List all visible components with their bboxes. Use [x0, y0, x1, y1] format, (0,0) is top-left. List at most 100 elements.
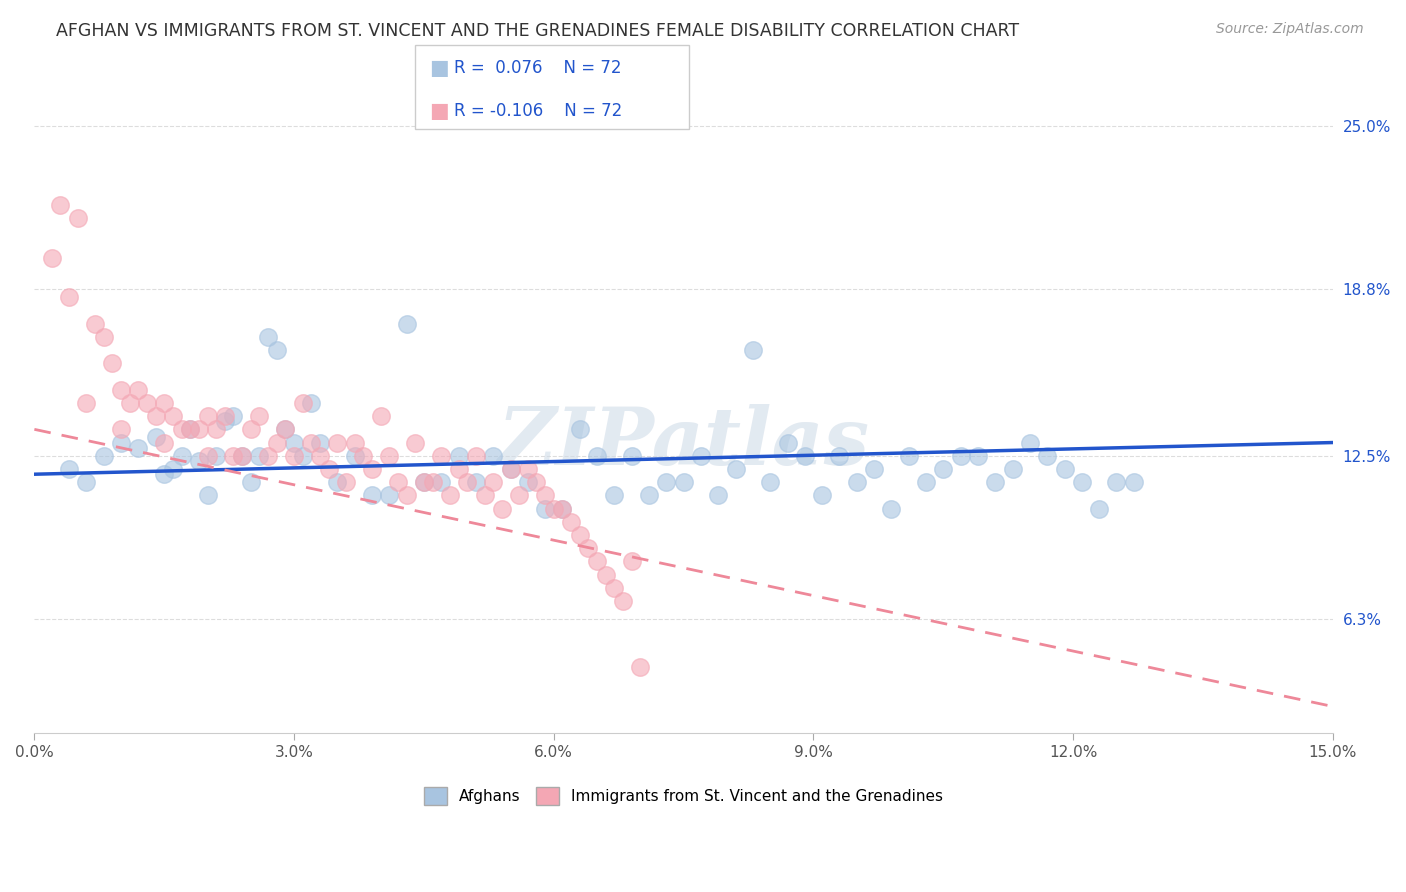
Point: [222, 449, 245, 463]
Point: [474, 488, 496, 502]
Point: [197, 449, 219, 463]
Point: [309, 449, 332, 463]
Point: [361, 462, 384, 476]
Point: [499, 462, 522, 476]
Point: [430, 475, 453, 490]
Point: [759, 475, 782, 490]
Point: [915, 475, 938, 490]
Point: [162, 409, 184, 424]
Point: [343, 449, 366, 463]
Point: [395, 317, 418, 331]
Point: [291, 449, 314, 463]
Point: [162, 462, 184, 476]
Point: [205, 449, 228, 463]
Point: [257, 449, 280, 463]
Text: R = -0.106    N = 72: R = -0.106 N = 72: [454, 103, 623, 120]
Point: [326, 435, 349, 450]
Point: [491, 501, 513, 516]
Point: [516, 462, 538, 476]
Point: [101, 356, 124, 370]
Point: [1053, 462, 1076, 476]
Point: [58, 462, 80, 476]
Point: [984, 475, 1007, 490]
Point: [343, 435, 366, 450]
Point: [560, 515, 582, 529]
Point: [127, 383, 149, 397]
Text: ZIPatlas: ZIPatlas: [498, 404, 870, 482]
Point: [318, 462, 340, 476]
Point: [690, 449, 713, 463]
Point: [93, 449, 115, 463]
Point: [897, 449, 920, 463]
Point: [430, 449, 453, 463]
Point: [84, 317, 107, 331]
Point: [404, 435, 426, 450]
Point: [110, 435, 132, 450]
Point: [482, 475, 505, 490]
Point: [179, 422, 201, 436]
Point: [568, 422, 591, 436]
Point: [638, 488, 661, 502]
Legend: Afghans, Immigrants from St. Vincent and the Grenadines: Afghans, Immigrants from St. Vincent and…: [418, 781, 949, 811]
Point: [932, 462, 955, 476]
Point: [135, 396, 157, 410]
Point: [179, 422, 201, 436]
Point: [724, 462, 747, 476]
Text: ■: ■: [429, 58, 449, 78]
Point: [49, 198, 72, 212]
Point: [620, 449, 643, 463]
Point: [447, 449, 470, 463]
Point: [456, 475, 478, 490]
Text: R =  0.076    N = 72: R = 0.076 N = 72: [454, 59, 621, 77]
Point: [239, 422, 262, 436]
Point: [499, 462, 522, 476]
Point: [586, 554, 609, 568]
Point: [153, 435, 176, 450]
Point: [534, 488, 557, 502]
Point: [828, 449, 851, 463]
Point: [127, 441, 149, 455]
Point: [395, 488, 418, 502]
Point: [58, 290, 80, 304]
Point: [516, 475, 538, 490]
Point: [422, 475, 444, 490]
Point: [447, 462, 470, 476]
Point: [620, 554, 643, 568]
Point: [249, 449, 271, 463]
Point: [370, 409, 392, 424]
Point: [672, 475, 695, 490]
Point: [205, 422, 228, 436]
Point: [741, 343, 763, 358]
Point: [880, 501, 903, 516]
Point: [170, 422, 193, 436]
Point: [274, 422, 297, 436]
Text: AFGHAN VS IMMIGRANTS FROM ST. VINCENT AND THE GRENADINES FEMALE DISABILITY CORRE: AFGHAN VS IMMIGRANTS FROM ST. VINCENT AN…: [56, 22, 1019, 40]
Point: [1122, 475, 1144, 490]
Point: [41, 251, 63, 265]
Point: [361, 488, 384, 502]
Point: [66, 211, 89, 226]
Text: Source: ZipAtlas.com: Source: ZipAtlas.com: [1216, 22, 1364, 37]
Point: [967, 449, 990, 463]
Point: [612, 594, 634, 608]
Point: [231, 449, 253, 463]
Point: [326, 475, 349, 490]
Point: [793, 449, 815, 463]
Point: [197, 409, 219, 424]
Point: [118, 396, 141, 410]
Point: [845, 475, 868, 490]
Point: [413, 475, 436, 490]
Point: [464, 475, 486, 490]
Point: [170, 449, 193, 463]
Point: [335, 475, 357, 490]
Point: [110, 422, 132, 436]
Point: [439, 488, 461, 502]
Point: [187, 454, 209, 468]
Point: [707, 488, 730, 502]
Point: [214, 414, 236, 428]
Point: [543, 501, 565, 516]
Point: [299, 435, 322, 450]
Point: [283, 435, 305, 450]
Point: [378, 449, 401, 463]
Point: [214, 409, 236, 424]
